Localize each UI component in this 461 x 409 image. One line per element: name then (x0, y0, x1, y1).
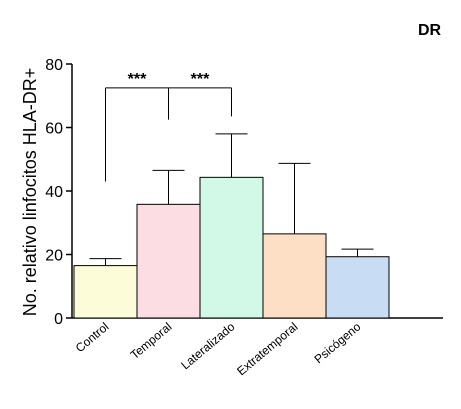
significance-stars: *** (128, 71, 147, 88)
bar (73, 265, 138, 319)
category-labels: Control Temporal LateralizadoExtratemporal… (73, 319, 364, 378)
significance-stars: *** (191, 71, 210, 88)
y-tick-label: 40 (45, 184, 63, 201)
y-tick-label: 80 (45, 57, 63, 74)
category-label: Lateralizado (178, 319, 237, 372)
significance-annotations: *** *** (105, 71, 232, 182)
bar (262, 233, 327, 319)
bars (73, 176, 390, 319)
category-label: Extratemporal (234, 320, 300, 379)
category-label: Temporal (128, 320, 175, 362)
y-tick-label: 0 (54, 311, 63, 328)
y-tick-label: 20 (45, 248, 63, 265)
y-axis-label: No. relativo linfocitos HLA-DR+ (20, 68, 40, 317)
category-label: Control (73, 320, 112, 356)
bar (199, 176, 264, 319)
bar (325, 256, 390, 319)
bar (136, 203, 201, 319)
y-tick-label: 60 (45, 121, 63, 138)
category-label: Psicógeno (311, 319, 363, 366)
chart-title: DR (418, 22, 442, 39)
error-bars (89, 133, 374, 266)
y-axis: 0 20 40 60 80 (45, 57, 73, 328)
